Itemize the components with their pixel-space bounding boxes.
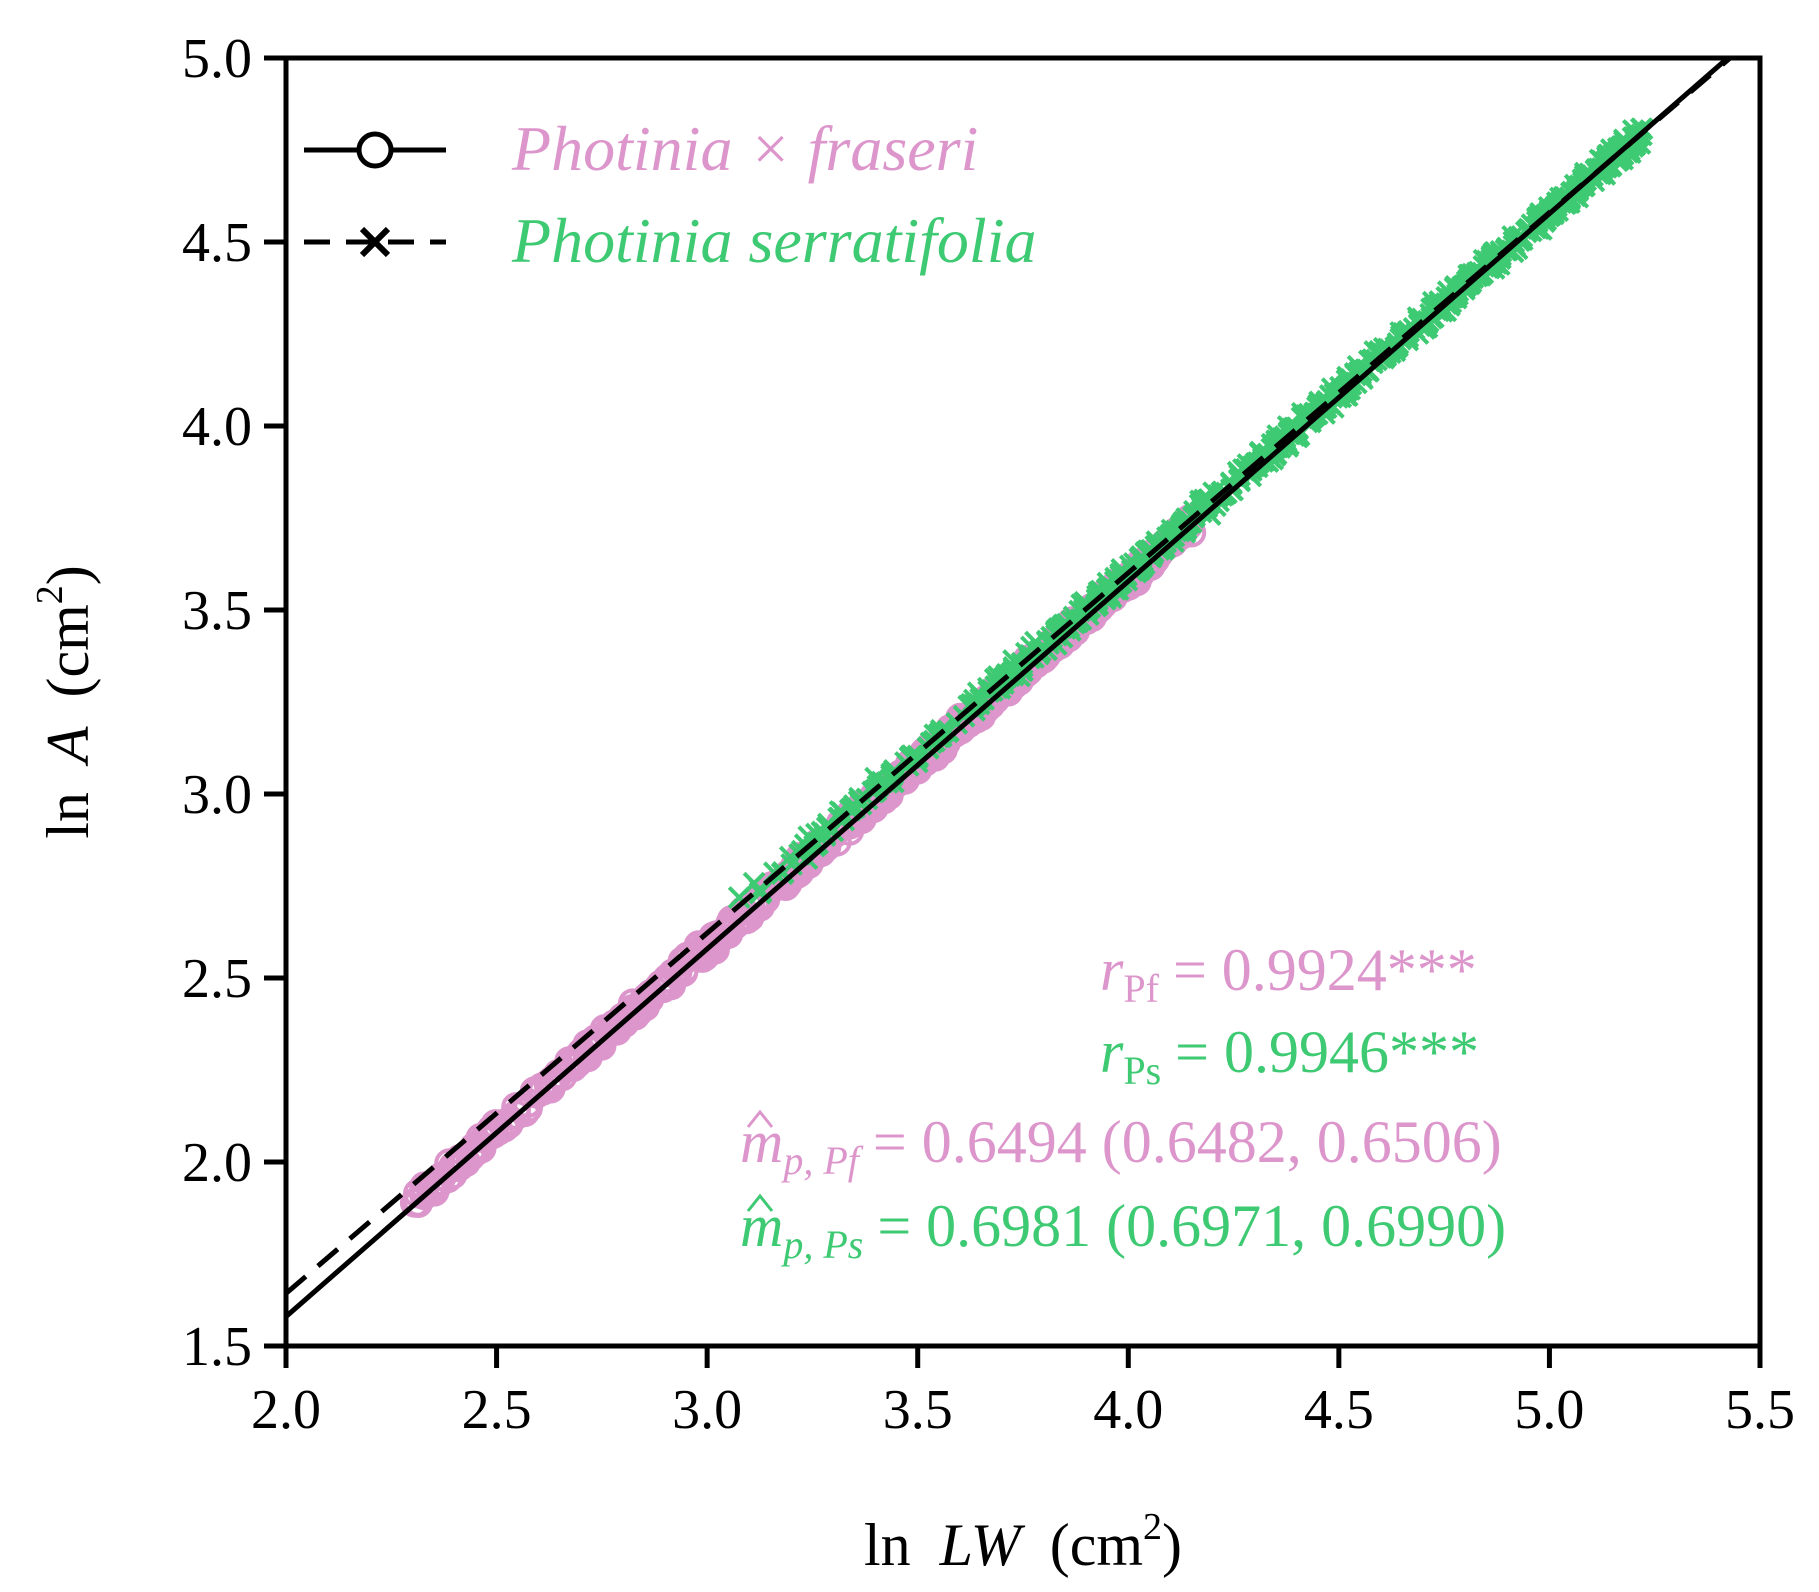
y-tick-label: 3.0 [182,764,252,826]
m-serratifolia-annotation: mp, Ps = 0.6981 (0.6971, 0.6990) [740,1193,1506,1267]
legend-circle-marker [356,131,394,169]
serratifolia-point [903,747,927,771]
y-axis-title-unit: (cm [35,604,101,697]
fraseri-point [439,1152,470,1182]
legend-label-fraseri: Photinia × fraseri [511,113,978,184]
x-axis-title-var: LW [939,1512,1026,1578]
x-axis-title: ln LW (cm2) [864,1506,1182,1578]
r-fraseri-annotation: rPf = 0.9924*** [1100,937,1477,1011]
r-symbol: r [1100,937,1124,1003]
x-tick-label: 3.5 [883,1379,953,1441]
x-tick-label: 5.5 [1725,1379,1795,1441]
m-value: = 0.6981 (0.6971, 0.6990) [877,1193,1506,1259]
m-hat-serratifolia-icon [746,1193,774,1212]
r-subscript: Pf [1123,966,1159,1011]
y-tick-label: 3.5 [182,580,252,642]
serratifolia-point [1027,642,1050,666]
fraseri-point [699,934,730,965]
x-tick-label: 4.0 [1093,1379,1163,1441]
m-subscript: p, Pf [780,1138,863,1183]
m-subscript: p, Ps [780,1222,863,1267]
x-axis: 2.0 2.5 3.0 3.5 4.0 4.5 5.0 5.5 [251,1346,1795,1441]
y-axis: 1.5 2.0 2.5 3.0 3.5 4.0 4.5 5.0 [182,28,286,1378]
x-tick-label: 5.0 [1514,1379,1584,1441]
r-symbol: r [1100,1019,1124,1085]
x-tick-label: 2.0 [251,1379,321,1441]
legend-item-fraseri: Photinia × fraseri [304,113,978,184]
fraseri-point [622,994,653,1025]
fraseri-point [668,957,699,988]
m-value: = 0.6494 (0.6482, 0.6506) [873,1109,1502,1175]
legend-label-serratifolia: Photinia serratifolia [511,205,1036,276]
serratifolia-point [1526,217,1550,241]
y-tick-label: 2.0 [182,1132,252,1194]
m-hat-fraseri-icon [746,1109,774,1128]
y-tick-label: 2.5 [182,948,252,1010]
r-value: = 0.9924*** [1173,937,1477,1003]
fraseri-point [462,1133,493,1164]
y-axis-title-var: A [35,726,101,767]
statistics-annotations: rPf = 0.9924*** rPs = 0.9946*** mp, Pf = 0.… [740,937,1506,1267]
r-subscript: Ps [1123,1048,1161,1093]
x-axis-title-unit: (cm [1050,1512,1143,1578]
serratifolia-fit-line [286,58,1734,1296]
y-axis-title-prefix: ln [35,792,101,839]
x-axis-title-close: ) [1162,1512,1182,1578]
serratifolia-point [793,833,817,857]
y-tick-label: 5.0 [182,28,252,90]
m-symbol: m [740,1109,783,1175]
m-symbol: m [740,1193,783,1259]
x-tick-label: 3.0 [672,1379,742,1441]
x-axis-title-sup: 2 [1143,1506,1162,1548]
y-tick-label: 4.0 [182,396,252,458]
fraseri-point [493,1109,524,1139]
legend-cross-marker [359,226,391,258]
plot-frame [283,55,1763,1349]
legend: Photinia × fraseri Photinia serratifolia [304,113,1036,276]
y-axis-title-close: ) [35,565,101,585]
serratifolia-point [1198,503,1222,527]
x-tick-label: 4.5 [1304,1379,1374,1441]
r-value: = 0.9946*** [1175,1019,1479,1085]
legend-item-serratifolia: Photinia serratifolia [304,205,1036,276]
fraseri-point [583,1029,614,1060]
y-tick-label: 1.5 [182,1316,252,1378]
serratifolia-point [1597,145,1621,169]
y-axis-title: ln A (cm2) [29,565,101,839]
serratifolia-point [963,698,987,722]
x-axis-title-prefix: ln [864,1512,911,1578]
serratifolia-point [727,886,751,909]
y-axis-title-sup: 2 [29,585,71,604]
serratifolia-point [816,812,840,836]
r-serratifolia-annotation: rPs = 0.9946*** [1100,1019,1479,1093]
x-tick-label: 2.5 [462,1379,532,1441]
fraseri-point [619,998,650,1029]
m-fraseri-annotation: mp, Pf = 0.6494 (0.6482, 0.6506) [740,1109,1502,1183]
y-tick-label: 4.5 [182,212,252,274]
